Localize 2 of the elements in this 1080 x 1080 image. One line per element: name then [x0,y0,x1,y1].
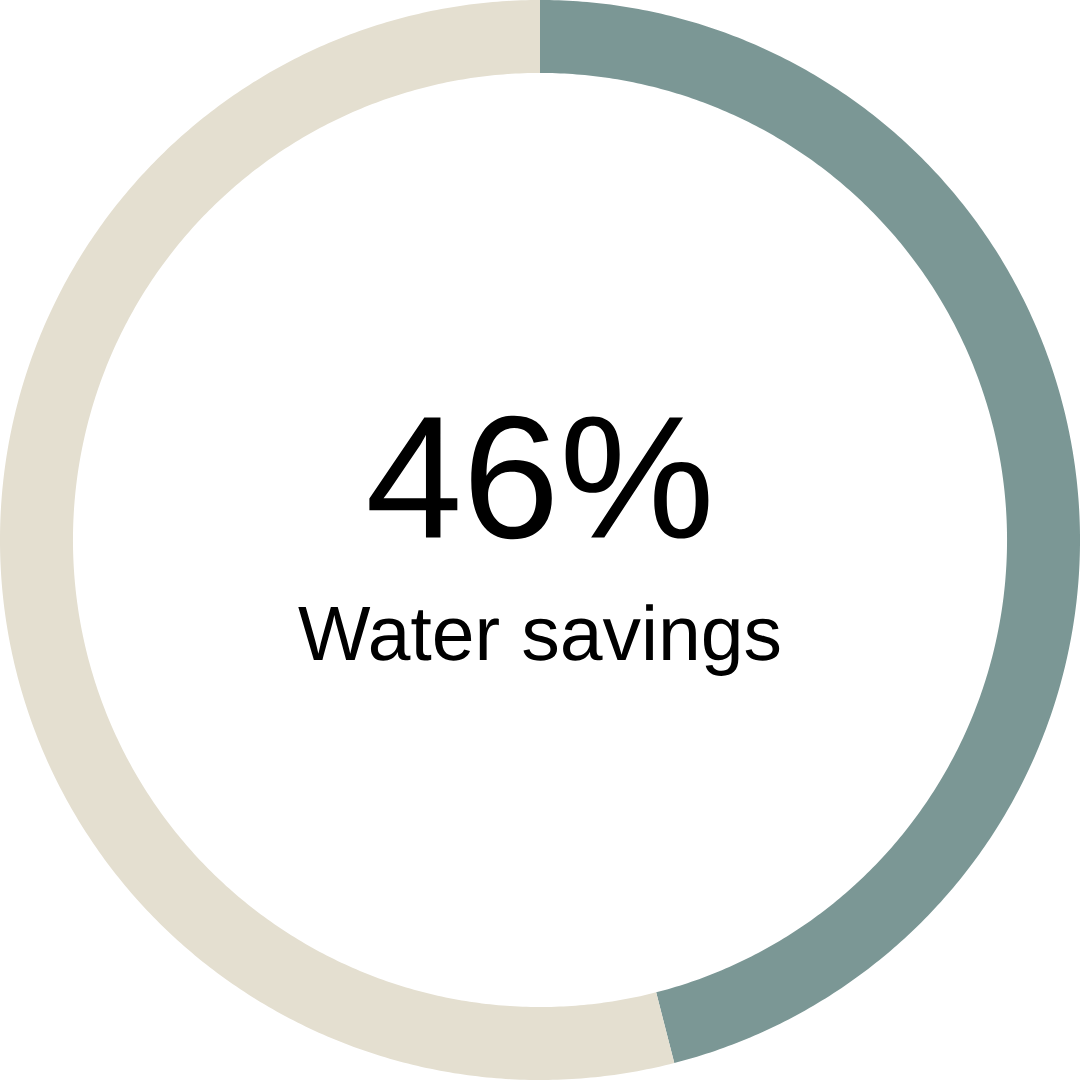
text: Water savings [298,604,780,676]
text: 46% [369,415,709,540]
